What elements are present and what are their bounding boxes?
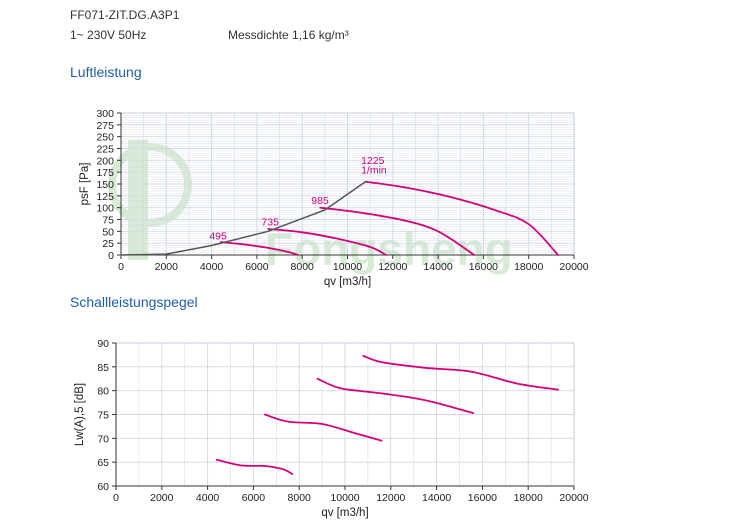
curve-label: 495 [209,230,227,242]
fan-curve-1225 [362,355,559,391]
y-tick-label: 90 [97,338,109,350]
y-tick-label: 65 [97,457,109,469]
x-tick-label: 4000 [200,261,224,273]
x-tick-label: 2000 [150,492,174,504]
x-tick-label: 6000 [245,261,269,273]
x-tick-label: 14000 [423,261,452,273]
x-tick-label: 16000 [469,261,498,273]
sound-power-title: Schallleistungspegel [70,294,198,310]
x-axis-label: qv [m3/h] [321,507,368,519]
y-tick-label: 175 [96,167,114,179]
y-tick-label: 225 [96,144,114,156]
model-code: FF071-ZIT.DG.A3P1 [70,8,180,22]
x-tick-label: 12000 [378,261,407,273]
curve-label: 985 [311,195,329,207]
x-tick-label: 4000 [196,492,220,504]
y-tick-label: 125 [96,191,114,203]
x-axis-label: qv [m3/h] [324,276,371,288]
y-tick-label: 300 [96,108,114,120]
y-tick-label: 60 [97,481,109,493]
fan-curve-735 [264,413,383,442]
x-tick-label: 18000 [514,261,543,273]
y-tick-label: 25 [102,238,114,250]
x-tick-label: 12000 [376,492,405,504]
fan-curve-495 [219,241,299,256]
y-tick-label: 100 [96,203,114,215]
fan-curve-735 [267,228,387,256]
y-tick-label: 70 [97,433,109,445]
fan-curve-495 [215,458,294,475]
curve-label: 1225 [361,155,385,167]
x-tick-label: 0 [118,261,124,273]
x-tick-label: 8000 [291,261,315,273]
system-curve [120,180,367,256]
y-tick-label: 200 [96,155,114,167]
fan-curve-985 [316,377,475,414]
power-spec: 1~ 230V 50Hz [70,28,147,42]
x-tick-label: 18000 [514,492,543,504]
sound-power-chart: 0 2000 4000 6000 8000 10000 12000 14000 16000 180… [74,338,589,519]
x-tick-label: 20000 [559,492,588,504]
x-tick-label: 8000 [288,492,312,504]
x-tick-label: 10000 [333,261,362,273]
fan-curve-1225 [364,180,559,256]
y-tick-label: 80 [97,386,109,398]
y-tick-label: 85 [97,362,109,374]
curve-label: 1/min [361,165,387,177]
watermark-ring [108,143,192,227]
y-axis-label: Lw(A),5 [dB] [74,383,86,446]
curve-label: 735 [261,217,279,229]
y-tick-label: 250 [96,132,114,144]
y-tick-label: 150 [96,179,114,191]
x-tick-label: 20000 [559,261,588,273]
measurement-density: Messdichte 1,16 kg/m³ [228,28,349,42]
y-tick-label: 75 [102,215,114,227]
x-tick-label: 16000 [468,492,497,504]
y-axis-label: psF [Pa] [79,163,91,206]
x-tick-label: 14000 [422,492,451,504]
x-tick-label: 10000 [330,492,359,504]
air-performance-title: Luftleistung [70,64,142,80]
x-tick-label: 2000 [155,261,179,273]
x-tick-label: 6000 [242,492,266,504]
x-tick-label: 0 [113,492,119,504]
y-tick-label: 75 [97,410,109,422]
y-tick-label: 275 [96,120,114,132]
y-tick-label: 0 [108,250,114,262]
fan-curve-985 [319,206,476,256]
air-performance-chart: Fongsheng 0 2000 4000 6000 8000 10000 12000 140… [79,108,589,288]
y-tick-label: 50 [102,226,114,238]
